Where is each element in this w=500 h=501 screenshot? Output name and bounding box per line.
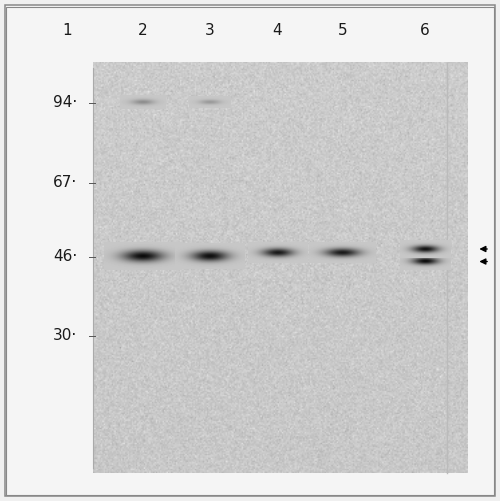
Text: 5: 5	[338, 23, 347, 38]
Bar	[6, 7, 91, 495]
Text: 46·: 46·	[53, 249, 78, 264]
Text: 1: 1	[62, 23, 72, 38]
Text: 2: 2	[138, 23, 147, 38]
FancyBboxPatch shape	[5, 5, 495, 496]
Text: 30·: 30·	[53, 328, 78, 343]
Text: 3: 3	[205, 23, 215, 38]
Text: 4: 4	[272, 23, 282, 38]
Text: 6: 6	[420, 23, 430, 38]
Text: 67·: 67·	[53, 175, 78, 190]
Text: 94·: 94·	[53, 95, 78, 110]
